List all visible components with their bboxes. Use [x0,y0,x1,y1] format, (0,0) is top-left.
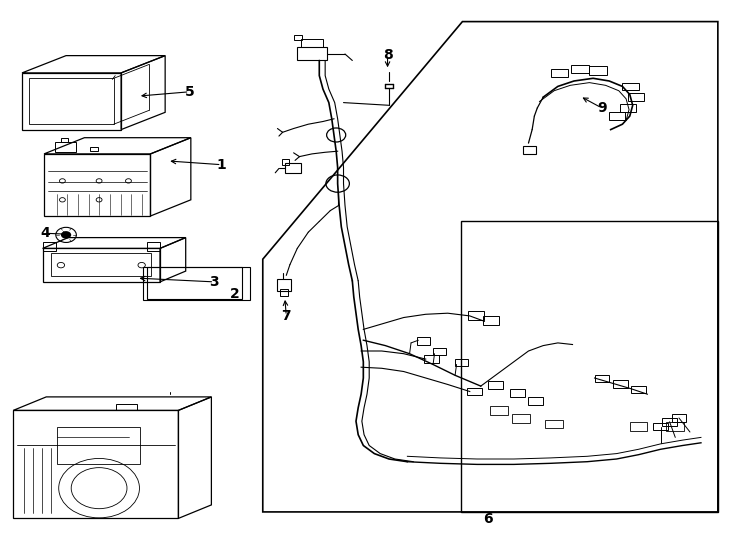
Bar [61,138,68,142]
Bar [609,112,625,120]
Bar [672,414,686,422]
Bar [455,359,468,366]
Bar [528,397,543,405]
Bar [294,35,302,40]
Bar [571,65,589,73]
Bar [662,418,677,426]
Text: 2: 2 [230,287,240,301]
Bar [468,311,484,320]
Bar [147,267,242,299]
Bar [545,420,563,428]
Bar [461,221,718,512]
Bar [90,147,98,151]
Bar [282,159,289,165]
Bar [631,386,646,393]
Bar [277,279,291,291]
Bar [280,289,288,296]
Bar [628,93,644,101]
Bar [666,422,684,431]
Bar [595,375,609,382]
Bar [51,253,151,276]
Bar [488,381,503,389]
Bar [424,355,439,363]
Bar [417,337,430,345]
Bar [512,414,530,423]
Bar [55,142,76,152]
Bar [467,388,482,395]
Text: 8: 8 [382,48,393,62]
Text: 6: 6 [483,512,493,526]
Bar [550,69,568,77]
Text: 5: 5 [184,85,195,99]
Bar [301,39,323,47]
Bar [143,267,250,300]
Bar [483,316,499,325]
Text: 4: 4 [40,226,51,240]
Bar [613,380,628,388]
Bar [147,242,160,251]
Bar [285,163,301,173]
Bar [43,242,56,251]
Bar [523,146,536,154]
Bar [620,104,636,112]
Bar [490,406,508,415]
Text: 1: 1 [217,158,227,172]
Bar [297,47,327,60]
Bar [622,83,639,90]
Text: 9: 9 [597,101,607,115]
Bar [433,348,446,355]
Circle shape [61,231,71,239]
Bar [510,389,525,397]
Bar [653,423,668,430]
Text: 7: 7 [281,309,291,323]
Text: 3: 3 [209,275,219,289]
Bar [630,422,647,431]
Bar [57,427,139,464]
Bar [589,66,607,75]
